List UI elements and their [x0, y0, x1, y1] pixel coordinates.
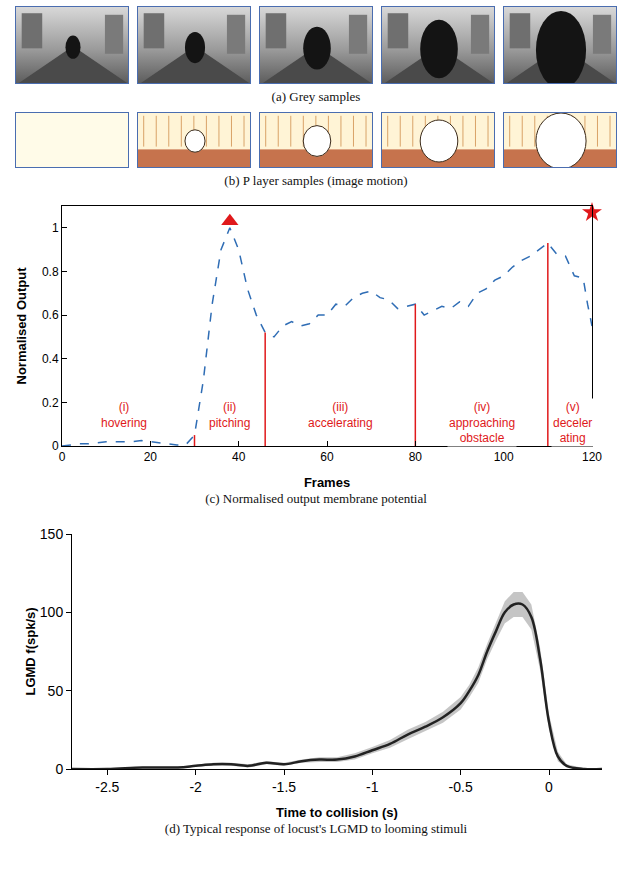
- svg-text:LGMD f(spk/s): LGMD f(spk/s): [23, 607, 38, 695]
- svg-text:-2: -2: [189, 779, 202, 795]
- svg-text:(i)hovering: (i)hovering: [101, 400, 147, 430]
- svg-text:0.8: 0.8: [42, 265, 59, 279]
- svg-text:(iv)approachingobstacle: (iv)approachingobstacle: [449, 400, 515, 445]
- svg-text:0: 0: [55, 761, 63, 777]
- svg-text:100: 100: [494, 450, 514, 464]
- svg-text:0: 0: [52, 439, 59, 453]
- svg-text:120: 120: [582, 450, 602, 464]
- svg-text:(v)decelerating: (v)decelerating: [553, 400, 592, 445]
- svg-text:150: 150: [40, 526, 64, 542]
- svg-text:0.2: 0.2: [42, 396, 59, 410]
- svg-text:-2.5: -2.5: [95, 779, 119, 795]
- html-text:(c) Normalised output membrane: (c) Normalised output membrane potential: [205, 491, 427, 506]
- svg-text:0: 0: [59, 450, 66, 464]
- svg-text:80: 80: [409, 450, 423, 464]
- svg-text:-1.5: -1.5: [272, 779, 296, 795]
- svg-text:(iii)accelerating: (iii)accelerating: [308, 400, 373, 430]
- svg-text:-0.5: -0.5: [449, 779, 473, 795]
- svg-text:Normalised Output: Normalised Output: [14, 267, 29, 385]
- svg-text:-1: -1: [366, 779, 379, 795]
- svg-text:(ii)pitching: (ii)pitching: [209, 400, 250, 430]
- svg-text:Frames: Frames: [304, 475, 350, 490]
- svg-text:0.6: 0.6: [42, 308, 59, 322]
- svg-text:0: 0: [545, 779, 553, 795]
- html-text:(d) Typical response of locust: (d) Typical response of locust's LGMD to…: [164, 821, 468, 836]
- svg-text:50: 50: [48, 683, 64, 699]
- svg-text:1: 1: [52, 221, 59, 235]
- svg-text:20: 20: [144, 450, 158, 464]
- svg-text:60: 60: [320, 450, 334, 464]
- svg-text:Time to collision (s): Time to collision (s): [276, 805, 398, 820]
- html-text:(a) Grey samples: (a) Grey samples: [271, 89, 361, 104]
- svg-text:100: 100: [40, 604, 64, 620]
- svg-text:40: 40: [232, 450, 246, 464]
- svg-text:0.4: 0.4: [42, 352, 59, 366]
- html-text:(b) P layer samples (image mot: (b) P layer samples (image motion): [224, 173, 408, 188]
